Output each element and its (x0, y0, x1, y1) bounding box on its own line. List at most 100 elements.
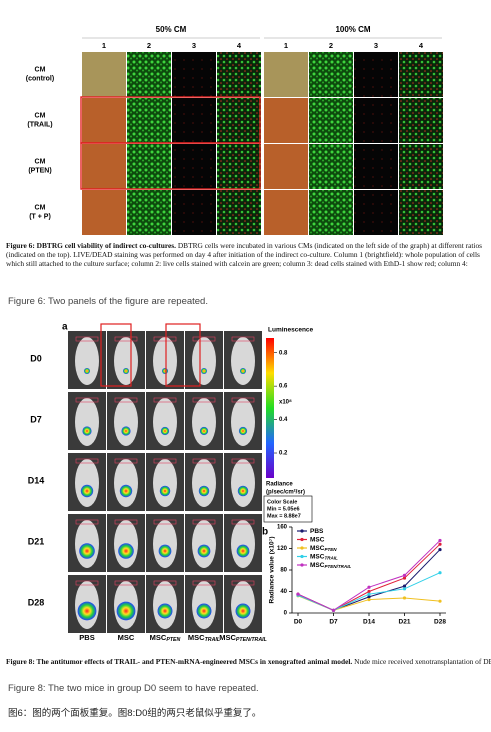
micrograph (354, 190, 398, 235)
point (438, 542, 442, 546)
note: Figure 8: The two mice in group D0 seem … (8, 683, 259, 694)
panel-label: b (262, 527, 268, 538)
row-label: D0 (30, 353, 42, 363)
micrograph (309, 144, 353, 189)
signal (201, 368, 207, 374)
legend-label: MSCTRAIL (310, 553, 338, 560)
micrograph (399, 52, 443, 97)
signal (118, 543, 134, 559)
signal (240, 368, 246, 374)
signal (123, 368, 129, 374)
mouse-body (192, 459, 216, 507)
roi-box (192, 519, 216, 525)
color-scale-box (263, 495, 313, 523)
label-text: MSC (310, 562, 325, 569)
legend-marker (300, 563, 304, 567)
mouse-body (75, 398, 99, 446)
signal (197, 544, 211, 558)
point (367, 589, 371, 594)
roi-box (231, 580, 255, 586)
point (367, 595, 371, 599)
signal (157, 603, 173, 619)
mouse-body (231, 459, 255, 507)
row-label: CM (35, 66, 46, 73)
micrograph (309, 190, 353, 235)
y-tick-label: 40 (280, 589, 287, 595)
roi-box (153, 458, 177, 464)
colorbar-unit: Radiance (266, 482, 293, 488)
legend-label: MSCPTEN/TRAIL (310, 562, 351, 569)
column-label: 3 (374, 41, 378, 50)
roi-box (153, 580, 177, 586)
mouse-body (114, 337, 138, 385)
roi-box (231, 397, 255, 403)
column-label: 4 (237, 41, 242, 50)
signal (80, 484, 94, 498)
signal (238, 426, 248, 436)
highlight-box (165, 323, 201, 387)
label-subscript: PTEN (166, 637, 180, 643)
colorbar-unit: (p/sec/cm²/sr) (266, 489, 305, 496)
roi-box (75, 336, 99, 342)
label-subscript: PTEN (324, 547, 337, 552)
caption-text: DBTRG cells were incubated in various CM… (6, 241, 483, 269)
label-subscript: TRAIL (205, 637, 220, 643)
color-scale-text: Min = 5.05e6 (267, 506, 300, 512)
micrograph (264, 98, 308, 143)
row-label: D14 (28, 475, 45, 485)
highlight-box (100, 323, 132, 387)
legend-marker (300, 537, 304, 542)
colorbar (266, 338, 274, 478)
colorbar-title: Luminescence (268, 327, 314, 334)
legend-label: MSCPTEN (310, 545, 337, 552)
mouse-body (192, 337, 216, 385)
roi-box (75, 397, 99, 403)
label-subscript: PTEN/TRAIL (236, 637, 267, 643)
micrograph (399, 144, 443, 189)
group-label: 100% CM (335, 25, 370, 34)
y-tick-label: 0 (284, 611, 288, 617)
group-label: 50% CM (156, 25, 187, 34)
micrograph (82, 190, 126, 235)
roi-box (75, 458, 99, 464)
roi-box (114, 458, 138, 464)
column-label: 2 (329, 41, 333, 50)
label-text: MSC (150, 633, 167, 642)
colorbar-multiplier: x10⁸ (279, 400, 292, 406)
x-tick-label: D21 (399, 619, 411, 626)
point (402, 587, 407, 591)
x-tick-label: D14 (363, 619, 375, 626)
roi-box (114, 519, 138, 525)
micrograph (399, 190, 443, 235)
point (367, 592, 371, 596)
row-label: CM (35, 158, 46, 165)
roi-box (192, 336, 216, 342)
mouse-body (114, 398, 138, 446)
micrograph (127, 144, 171, 189)
mouse-body (153, 337, 177, 385)
note-chinese: 图6：图的两个面板重复。图8:D0组的两只老鼠似乎重复了。 (8, 708, 262, 719)
label-text: MSC (310, 536, 325, 543)
row-label: D21 (28, 536, 45, 546)
micrograph (309, 52, 353, 97)
point (331, 608, 336, 612)
signal (235, 603, 251, 619)
roi-box (153, 519, 177, 525)
point (438, 538, 442, 543)
row-label: (TRAIL) (27, 121, 52, 128)
label-subscript: TRAIL (324, 556, 338, 561)
micrograph (354, 52, 398, 97)
micrograph (264, 144, 308, 189)
signal (84, 368, 90, 374)
colorbar-tick-label: 0.2 (279, 451, 288, 457)
micrograph (217, 190, 261, 235)
roi-box (114, 336, 138, 342)
roi-box (192, 458, 216, 464)
roi-box (231, 458, 255, 464)
row-label: CM (35, 204, 46, 211)
label-text: MSC (188, 633, 205, 642)
row-label: (PTEN) (28, 167, 51, 174)
signal (77, 601, 97, 621)
x-tick-label: D0 (294, 619, 303, 626)
